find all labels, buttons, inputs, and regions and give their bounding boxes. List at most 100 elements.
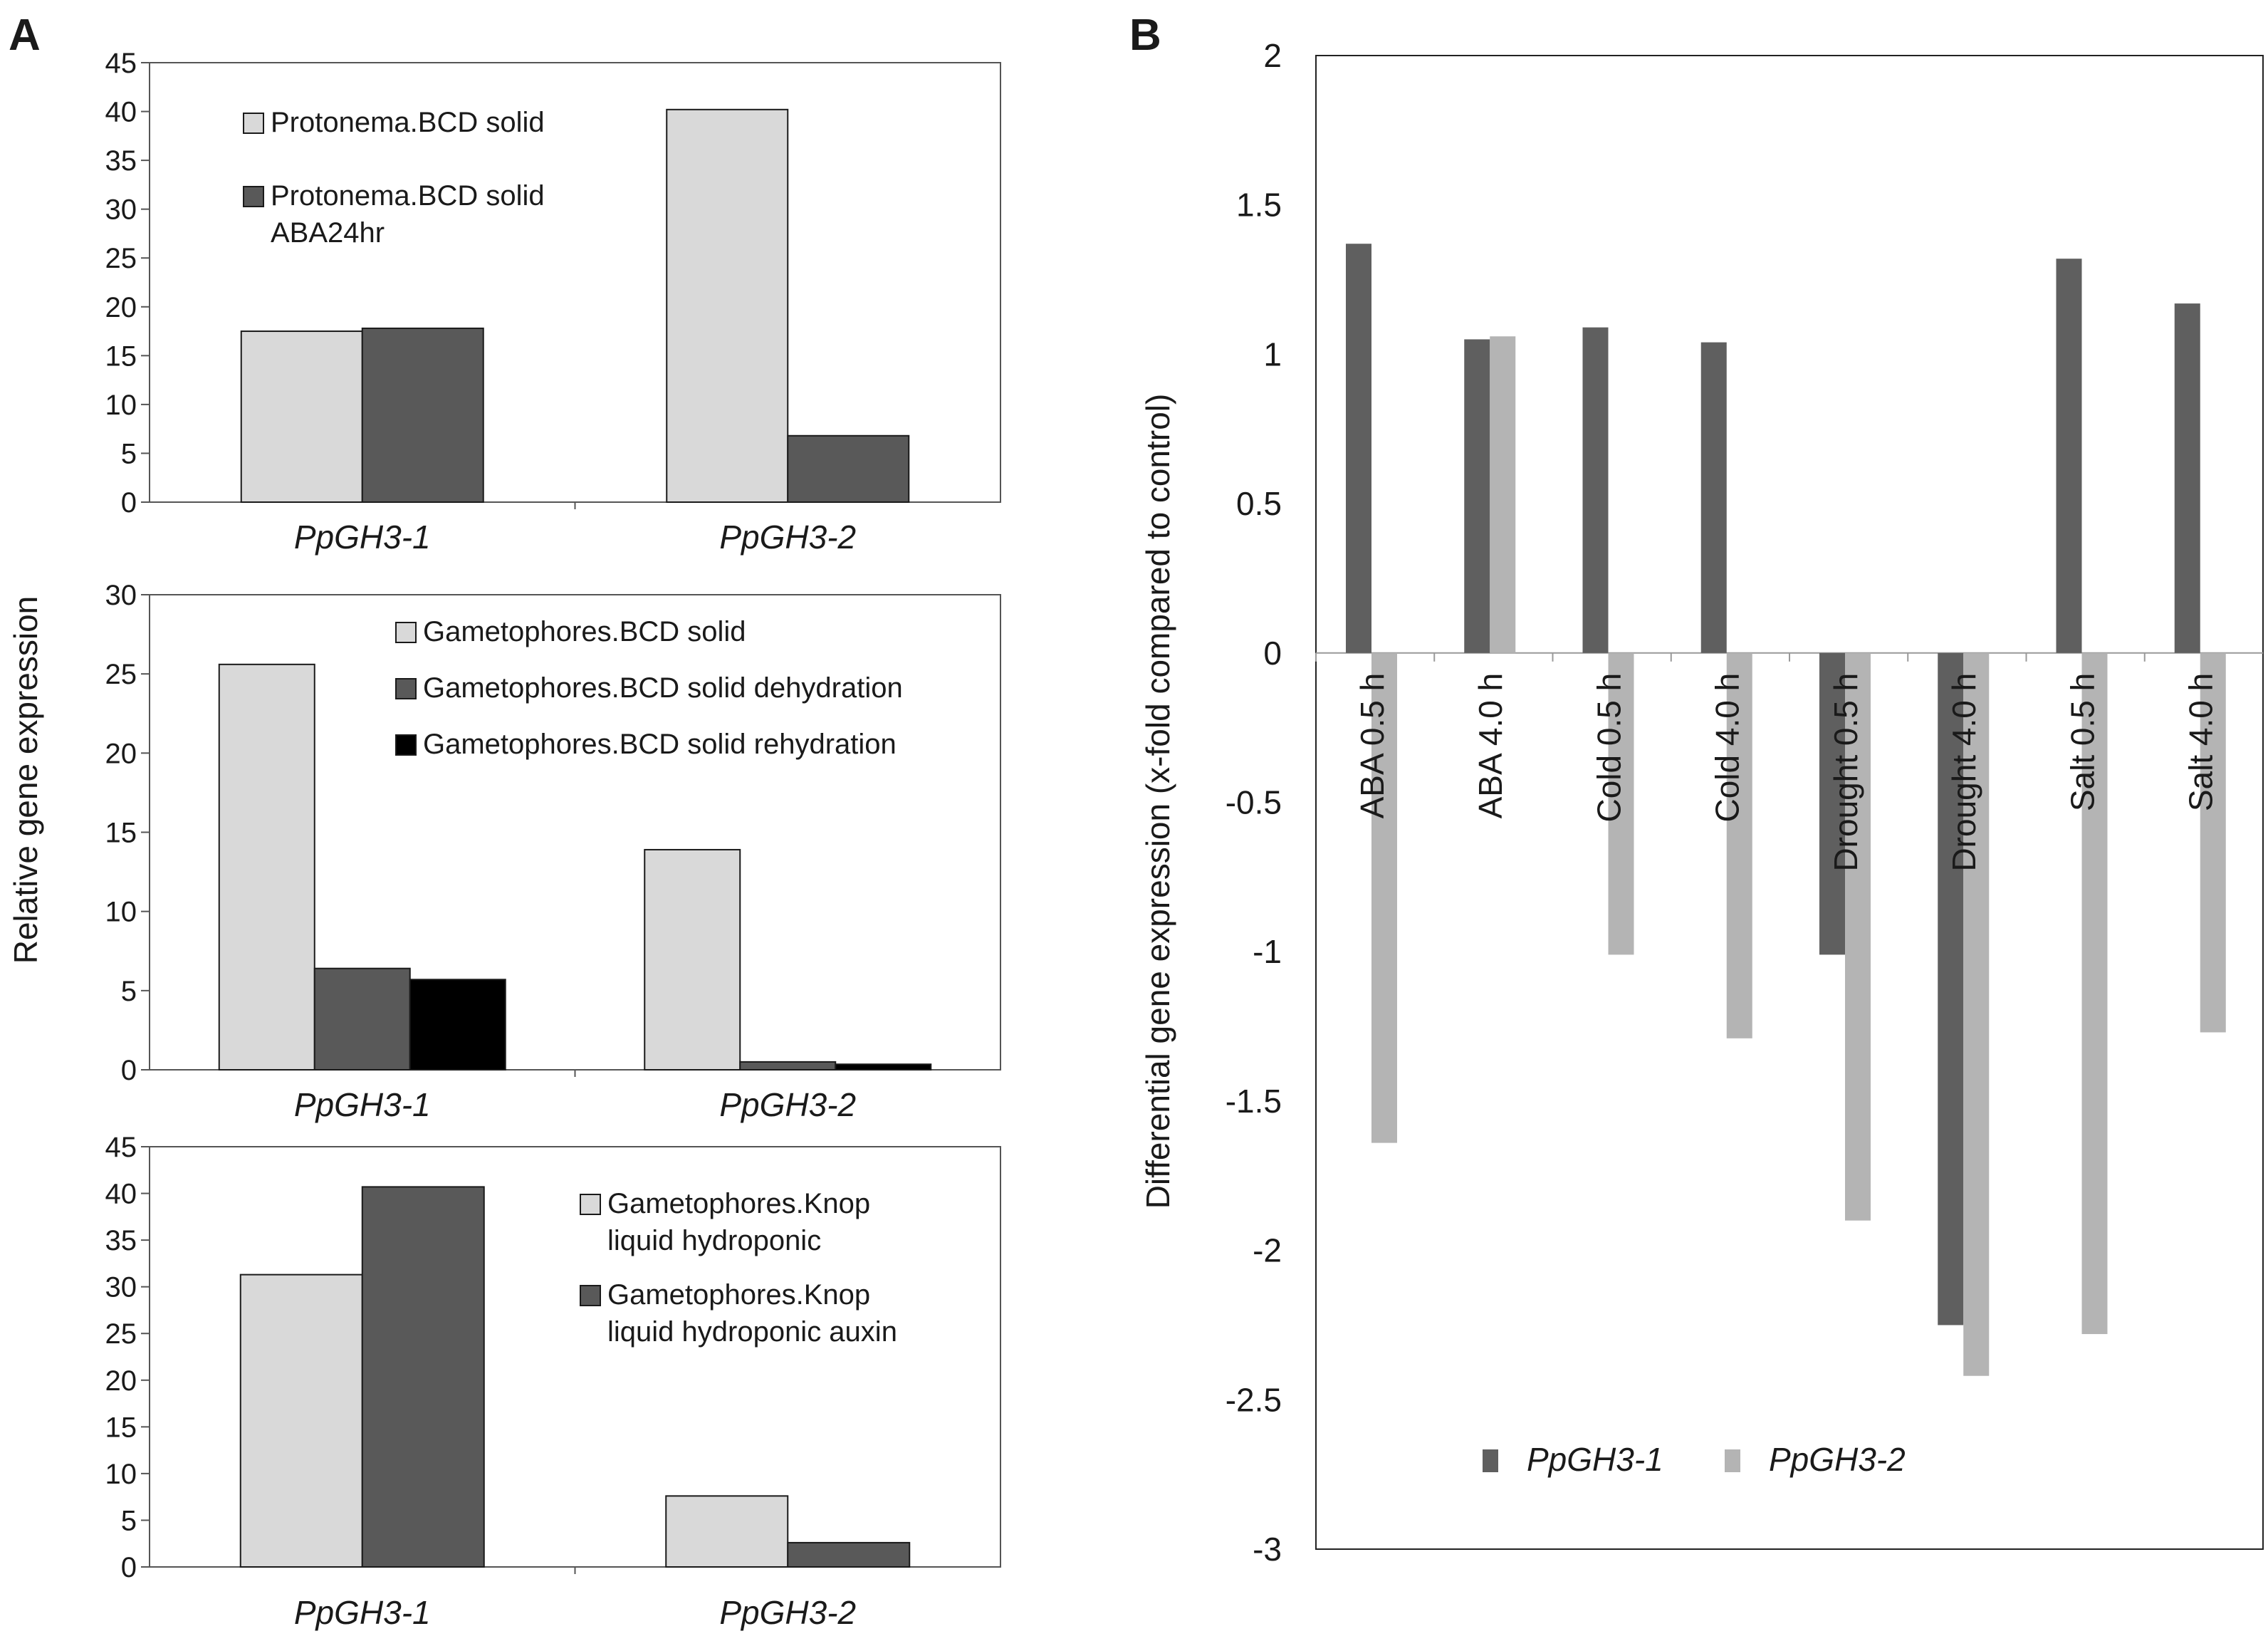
legend-swatch <box>580 1194 601 1215</box>
legend-label: Protonema.BCD solid <box>271 180 545 212</box>
bar <box>240 330 363 503</box>
bar <box>239 1273 363 1568</box>
y-tick-label: 30 <box>105 580 137 611</box>
legend-swatch <box>1725 1449 1740 1472</box>
bar <box>2081 652 2108 1335</box>
y-tick-label: 5 <box>121 438 137 469</box>
y-tick-label: 30 <box>105 1272 137 1303</box>
y-tick-label: 35 <box>105 145 137 177</box>
legend-label: Gametophores.BCD solid rehydration <box>423 729 897 760</box>
y-tick-label: -1.5 <box>1226 1083 1282 1120</box>
y-tick-label: 0 <box>121 487 137 519</box>
x-category-label: PpGH3-2 <box>719 1086 856 1123</box>
x-category-label: Salt 4.0 h <box>2183 673 2220 811</box>
bar <box>1938 652 1964 1325</box>
a-y-axis-title: Relative gene expression <box>7 596 44 964</box>
x-category-label: Drought 0.5 h <box>1827 673 1864 872</box>
y-tick-label: 25 <box>105 659 137 690</box>
y-tick-label: 30 <box>105 194 137 226</box>
bar <box>1490 336 1516 653</box>
plot-frame <box>1315 55 2264 1550</box>
y-tick-label: 0 <box>121 1552 137 1583</box>
bar <box>1371 652 1397 1143</box>
y-tick-label: -0.5 <box>1226 784 1282 821</box>
bar <box>1700 342 1727 653</box>
legend-swatch <box>243 113 264 134</box>
y-tick-label: -2.5 <box>1226 1381 1282 1418</box>
legend-swatch <box>1483 1449 1498 1472</box>
legend-label: PpGH3-1 <box>1527 1441 1663 1478</box>
legend-label: Gametophores.BCD solid dehydration <box>423 672 903 704</box>
y-tick-label: 5 <box>121 976 137 1007</box>
y-tick-label: 0 <box>1263 635 1282 672</box>
y-tick-label: 10 <box>105 390 137 421</box>
bar <box>787 1541 911 1568</box>
bar <box>2174 303 2200 653</box>
y-tick-label: 5 <box>121 1505 137 1536</box>
x-category-label: PpGH3-1 <box>294 1594 431 1631</box>
y-tick-label: 20 <box>105 738 137 769</box>
bar <box>1819 652 1845 955</box>
x-category-label: PpGH3-1 <box>294 519 431 556</box>
bar <box>2056 259 2082 653</box>
bar <box>1963 652 1990 1376</box>
x-category-label: Drought 4.0 h <box>1945 673 1982 872</box>
y-tick-label: 0 <box>121 1055 137 1086</box>
y-tick-label: 20 <box>105 1365 137 1397</box>
legend-label: Gametophores.BCD solid <box>423 616 746 647</box>
y-tick-label: 25 <box>105 1318 137 1350</box>
y-tick-label: 2 <box>1263 37 1282 74</box>
y-tick-label: 15 <box>105 1412 137 1443</box>
chart-b: -3 -2.5 -2 -1.5 -1 -0.5 0 0.5 1 1.5 2 ABA 0.5 h ABA … <box>1226 37 2264 1568</box>
legend-label: PpGH3-2 <box>1769 1441 1906 1478</box>
y-tick-label: 45 <box>105 48 137 79</box>
bar <box>2200 652 2226 1033</box>
bar <box>787 434 910 504</box>
x-category-label: ABA 0.5 h <box>1354 673 1391 819</box>
bar <box>1608 652 1634 955</box>
legend-swatch <box>395 734 417 756</box>
legend-swatch <box>580 1285 601 1306</box>
y-tick-label: 25 <box>105 243 137 274</box>
bar <box>1464 339 1490 653</box>
y-tick-label: 1 <box>1263 335 1282 373</box>
bar <box>835 1063 932 1071</box>
y-tick-label: 45 <box>105 1132 137 1163</box>
chart-a3: 0 5 10 15 20 25 30 35 40 45 PpGH3-1 PpGH3-2 Gametoph… <box>105 1132 1001 1631</box>
legend-label: liquid hydroponic auxin <box>607 1316 897 1348</box>
legend-label: Gametophores.Knop <box>607 1279 870 1311</box>
y-tick-label: 40 <box>105 1179 137 1210</box>
y-tick-label: -3 <box>1253 1531 1282 1568</box>
legend-swatch <box>395 678 417 699</box>
bar <box>218 663 315 1071</box>
legend-label: Gametophores.Knop <box>607 1188 870 1219</box>
bar <box>361 327 484 504</box>
y-tick-label: 35 <box>105 1225 137 1256</box>
x-category-label: PpGH3-2 <box>719 519 856 556</box>
bar <box>1346 244 1371 653</box>
bar <box>739 1061 837 1071</box>
bar <box>409 979 506 1071</box>
chart-a1: 0 5 10 15 20 25 30 35 40 45 PpGH3-1 PpGH3-2 Protonem… <box>105 48 1001 556</box>
legend-swatch <box>243 186 264 207</box>
bar <box>644 848 741 1071</box>
x-category-label: Cold 0.5 h <box>1591 673 1628 823</box>
legend-swatch <box>395 622 417 643</box>
x-category-label: Salt 0.5 h <box>2064 673 2101 811</box>
y-tick-label: 0.5 <box>1236 485 1282 522</box>
y-tick-label: 40 <box>105 97 137 128</box>
b-y-axis-title: Differential gene expression (x-fold com… <box>1139 394 1176 1209</box>
y-tick-label: 10 <box>105 1459 137 1490</box>
x-category-label: ABA 4.0 h <box>1472 673 1509 819</box>
x-category-label: PpGH3-1 <box>294 1086 431 1123</box>
chart-a2: 0 5 10 15 20 25 30 PpGH3-1 PpGH3-2 Gametophores.B… <box>105 580 1001 1123</box>
bar <box>313 967 411 1071</box>
y-tick-label: -2 <box>1253 1232 1282 1269</box>
y-tick-label: 20 <box>105 292 137 323</box>
bar <box>361 1186 485 1568</box>
legend-label: liquid hydroponic <box>607 1225 821 1256</box>
y-tick-label: 15 <box>105 340 137 372</box>
y-tick-label: -1 <box>1253 933 1282 970</box>
y-tick-label: 10 <box>105 897 137 928</box>
